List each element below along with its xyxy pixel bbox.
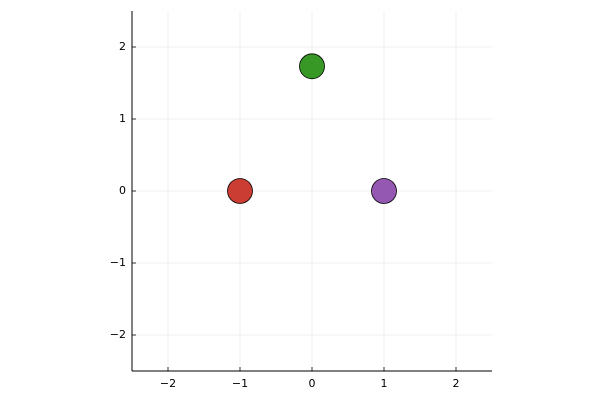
x-tick-label: 1 — [381, 377, 388, 390]
y-tick-label: 1 — [119, 112, 126, 125]
y-tick-label: 0 — [119, 184, 126, 197]
x-tick-label: 0 — [309, 377, 316, 390]
y-tick-label: −2 — [110, 328, 126, 341]
point — [371, 178, 397, 204]
point — [227, 178, 253, 204]
y-tick-label: 2 — [119, 40, 126, 53]
point — [299, 53, 325, 80]
x-tick-label: −1 — [232, 377, 248, 390]
y-tick-label: −1 — [110, 256, 126, 269]
x-tick-label: 2 — [453, 377, 460, 390]
x-tick-label: −2 — [160, 377, 176, 390]
